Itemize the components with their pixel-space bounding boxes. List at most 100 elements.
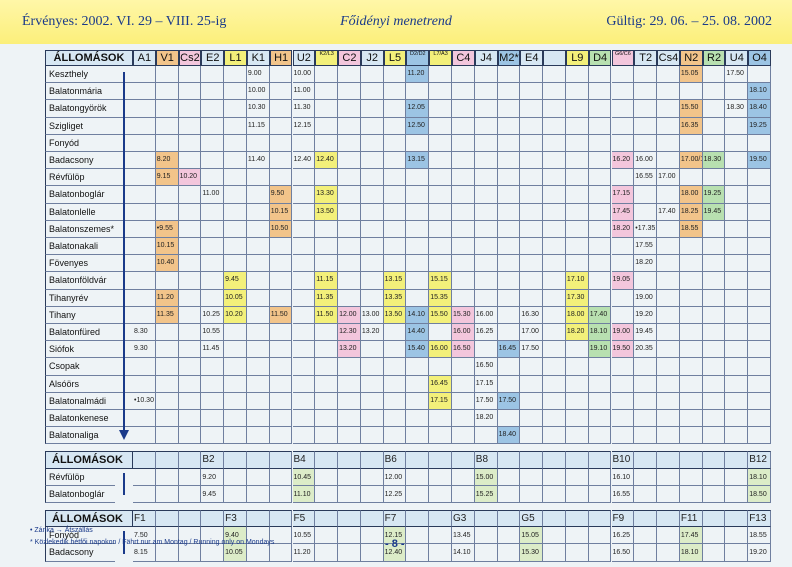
time-cell [338, 375, 361, 393]
time-cell [429, 169, 452, 187]
time-cell [383, 66, 407, 84]
ferry_b-time-cell [588, 468, 612, 486]
time-cell [565, 358, 589, 376]
ferry_f-time-cell [565, 527, 589, 545]
time-cell [588, 220, 612, 238]
time-cell: 12.15 [292, 117, 316, 135]
time-cell: 18.20 [565, 324, 589, 342]
time-cell [520, 289, 544, 307]
time-cell [611, 255, 635, 273]
time-cell [224, 134, 247, 152]
time-cell [246, 186, 270, 204]
time-cell [611, 83, 635, 101]
time-cell [269, 83, 293, 101]
column-header: L7/A3 [429, 50, 452, 66]
ferry_f-column-header [315, 510, 339, 528]
ferry_f-column-header: F9 [611, 510, 635, 528]
time-cell: 12.00 [338, 306, 361, 324]
time-cell [725, 169, 749, 187]
time-cell [611, 117, 635, 135]
time-cell: 10.15 [155, 238, 179, 256]
time-cell [224, 66, 247, 84]
time-cell [657, 134, 680, 152]
time-cell [269, 100, 293, 118]
time-cell [292, 341, 316, 359]
time-cell [292, 134, 316, 152]
time-cell [178, 272, 202, 290]
time-cell [497, 220, 521, 238]
time-cell [725, 272, 749, 290]
time-cell [338, 358, 361, 376]
time-cell [155, 203, 179, 221]
time-cell [543, 152, 566, 170]
time-cell: 18.00 [679, 186, 703, 204]
ferry_f-column-header [178, 510, 202, 528]
ferry_f-station: Badacsony [45, 544, 115, 562]
time-cell [565, 66, 589, 84]
time-cell: 8.30 [133, 324, 156, 342]
time-cell [360, 100, 384, 118]
time-cell [657, 66, 680, 84]
time-cell [224, 117, 247, 135]
ferry_f-time-cell: 12.40 [383, 544, 407, 562]
time-cell [315, 392, 339, 410]
time-cell [634, 117, 658, 135]
ferry_f-time-cell [406, 527, 430, 545]
time-cell [360, 341, 384, 359]
time-cell [634, 203, 658, 221]
station-name: Balatonalmádi [45, 392, 115, 410]
time-cell [702, 341, 726, 359]
time-cell [679, 169, 703, 187]
time-cell [520, 186, 544, 204]
time-cell [497, 203, 521, 221]
time-cell [497, 152, 521, 170]
time-cell [133, 358, 156, 376]
ferry_f-time-cell [315, 527, 339, 545]
time-cell: 17.55 [634, 238, 658, 256]
time-cell: 17.40 [657, 203, 680, 221]
time-cell [429, 238, 452, 256]
time-cell [634, 427, 658, 445]
time-cell [497, 169, 521, 187]
time-cell [383, 375, 407, 393]
time-cell: 10.00 [246, 83, 270, 101]
time-cell [474, 83, 498, 101]
time-cell: 18.40 [748, 100, 771, 118]
time-cell: 18.25 [679, 203, 703, 221]
ferry_f-time-cell: 7.50 [133, 527, 156, 545]
time-cell: 10.15 [269, 203, 293, 221]
column-header: L9 [565, 50, 589, 66]
ferry_b-time-cell: 9.20 [201, 468, 225, 486]
station-name: Balatonboglár [45, 186, 115, 204]
ferry_b-time-cell [224, 485, 247, 503]
station-name: Balatonakali [45, 238, 115, 256]
time-cell [679, 341, 703, 359]
time-cell [702, 169, 726, 187]
time-cell [543, 169, 566, 187]
time-cell [133, 134, 156, 152]
time-cell [565, 220, 589, 238]
time-cell [315, 169, 339, 187]
ferry_b-column-header: B4 [292, 451, 316, 469]
time-cell: 8.20 [155, 152, 179, 170]
time-cell: 16.45 [497, 341, 521, 359]
ferry_f-time-cell [201, 527, 225, 545]
time-cell [338, 220, 361, 238]
ferry_f-time-cell [725, 544, 749, 562]
ferry_f-time-cell: 15.30 [520, 544, 544, 562]
time-cell [224, 324, 247, 342]
time-cell [246, 306, 270, 324]
time-cell: 19.05 [611, 272, 635, 290]
station-name: Csopak [45, 358, 115, 376]
time-cell [474, 238, 498, 256]
ferry_b-column-header [725, 451, 749, 469]
time-cell [338, 169, 361, 187]
ferry_f-time-cell [360, 544, 384, 562]
time-cell [634, 83, 658, 101]
time-cell [588, 375, 612, 393]
direction-arrowhead [119, 430, 129, 441]
time-cell: 15.05 [679, 66, 703, 84]
time-cell [634, 186, 658, 204]
time-cell: 13.20 [360, 324, 384, 342]
time-cell: 18.00 [565, 306, 589, 324]
